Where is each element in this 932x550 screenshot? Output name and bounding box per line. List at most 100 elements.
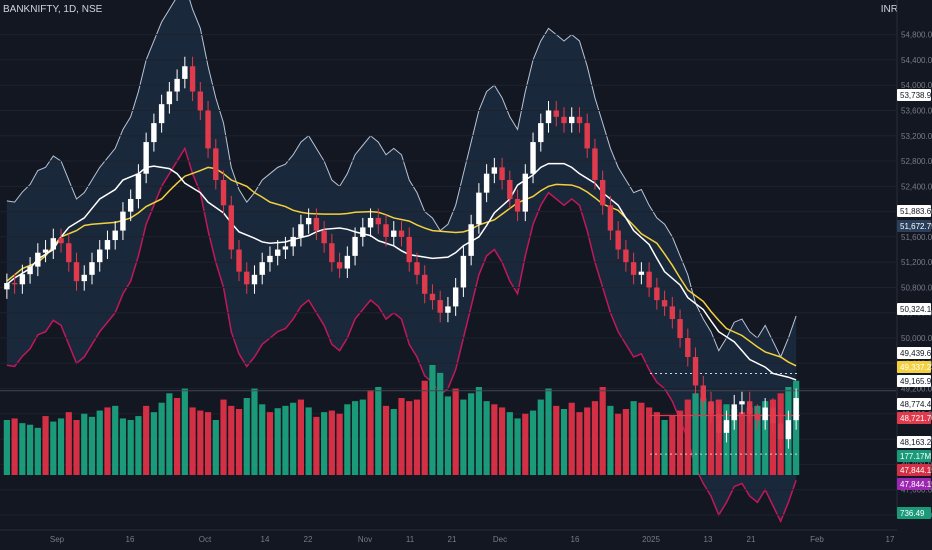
y-tick-label: 53,600.00 [901,106,932,115]
indicator-lines [0,162,896,455]
volume-bar [274,408,281,475]
candle-body [700,385,706,402]
volume-bar [460,399,467,475]
candle-body [42,249,49,253]
time-axis[interactable]: Sep 16 Oct 14 22 Nov 11 21 Dec 16 2025 13 21 Feb 17 [0,529,897,544]
candle-body [685,338,691,357]
volume-bar [638,402,645,475]
candle-body [460,255,467,288]
candle-body [166,91,173,105]
volume-bar [321,412,328,475]
volume-bar [676,410,684,475]
price-label-text: 50,324.14 [900,305,932,314]
candle-body [158,104,165,124]
candle-body [530,142,536,174]
y-tick-label: 54,000.00 [901,81,932,90]
volume-bar [11,418,18,475]
volume-bar [50,421,57,475]
price-label-box [897,303,931,315]
price-label-box [897,220,931,232]
volume-bar [382,405,390,475]
candle-body [367,217,374,228]
candle-body [35,252,41,267]
volume-bar [290,402,297,475]
volume-bar [135,416,142,475]
cloud-band [6,0,797,522]
volume-bar [204,412,212,475]
candle-layer [4,56,799,449]
candle-body [468,224,474,256]
candle-body [282,246,289,250]
ema-slow-line [6,162,797,381]
candle-body [197,91,204,111]
candle-body [576,116,583,124]
volume-bar [235,409,243,475]
candle-body [274,249,281,256]
volume-bar [266,412,274,475]
volume-bar [560,409,568,475]
y-tick-label: 52,800.00 [901,157,932,166]
candle-body [228,205,234,250]
price-label-box [897,347,931,359]
candle-body [151,123,157,143]
price-label-box [897,450,931,462]
x-tick-label: Feb [810,535,824,544]
volume-bar [738,412,746,475]
candle-body [483,173,490,193]
price-label-text: 48,163.25 [900,438,932,447]
candle-body [669,306,676,320]
candle-body [205,110,211,149]
candle-body [422,274,428,294]
volume-bar [731,409,738,475]
price-label-box [897,436,931,448]
y-tick-label: 52,400.00 [901,182,932,191]
volume-bar [769,399,777,475]
candle-body [383,224,389,237]
candle-body [336,262,343,269]
price-label-box [897,205,931,217]
volume-bar [506,412,513,475]
candle-body [785,420,792,440]
volume-bar [375,387,382,475]
candle-body [321,230,327,244]
price-label-text: 47,844.15 [900,466,932,475]
price-label-text: 53,738.90 [900,91,932,100]
upper-band-line [6,0,797,359]
price-label-box [897,478,931,490]
candle-body [793,398,799,421]
candle-body [104,240,111,250]
volume-bar [413,399,421,475]
price-label-text: 51,672.75 [900,222,932,231]
volume-bar [522,413,529,475]
candle-body [569,116,575,124]
candle-body [236,249,242,272]
volume-bar [34,427,41,475]
volume-bar [483,401,490,475]
candle-body [352,236,358,256]
candle-body [11,283,18,285]
candle-body [135,173,142,199]
price-label-box [897,464,931,476]
volume-bar [359,399,366,475]
volume-bar [112,405,119,475]
candle-body [259,262,265,275]
candle-body [437,300,443,313]
candle-body [452,287,459,307]
price-label-text: 736.49 [900,509,925,518]
candle-body [545,110,552,124]
x-tick-label: 11 [406,535,415,544]
x-tick-label: 14 [261,535,270,544]
candle-body [538,123,544,143]
y-tick-label: 50,800.00 [901,283,932,292]
candle-body [654,287,660,301]
volume-bar [251,388,258,475]
currency-label: INR [880,4,898,15]
candle-body [97,249,103,263]
y-tick-label: 50,000.00 [901,334,932,343]
candle-body [592,148,598,181]
x-tick-label: Oct [199,535,212,544]
volume-bar [57,418,65,475]
candle-body [770,407,776,424]
volume-bar [475,387,482,475]
